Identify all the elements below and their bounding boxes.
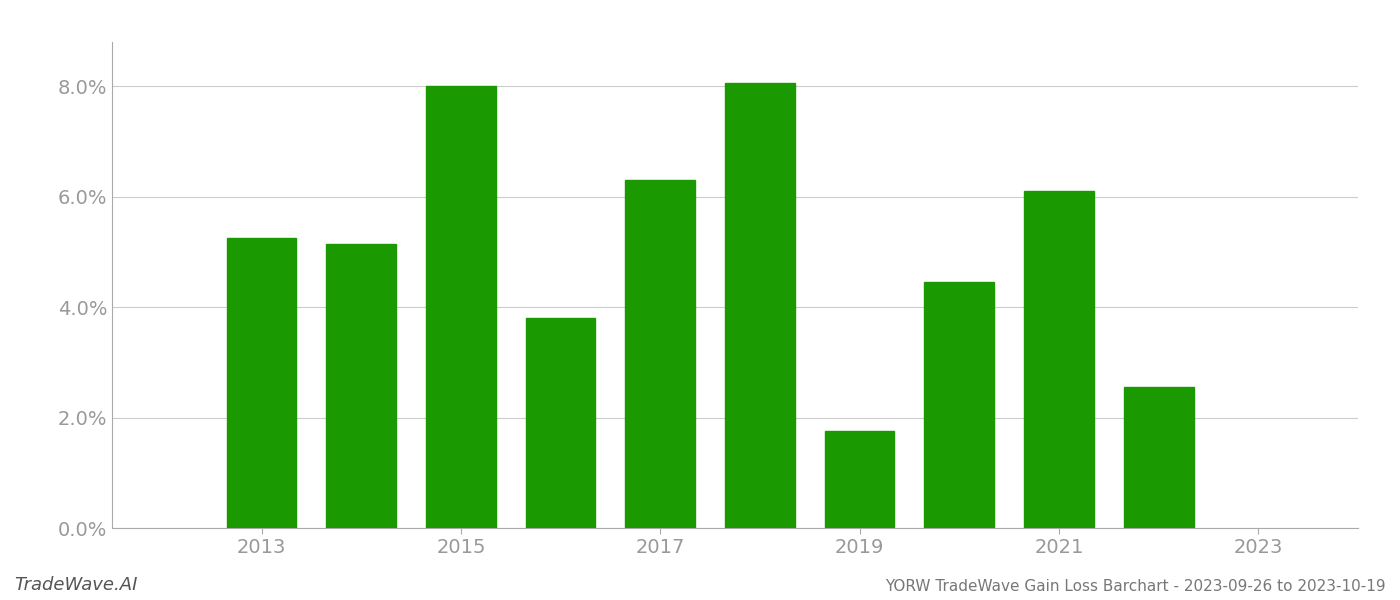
Bar — [626, 180, 696, 528]
Bar — [1023, 191, 1093, 528]
Bar — [825, 431, 895, 528]
Bar — [725, 83, 795, 528]
Bar — [227, 238, 297, 528]
Bar — [426, 86, 496, 528]
Bar — [924, 282, 994, 528]
Text: YORW TradeWave Gain Loss Barchart - 2023-09-26 to 2023-10-19: YORW TradeWave Gain Loss Barchart - 2023… — [885, 579, 1386, 594]
Text: TradeWave.AI: TradeWave.AI — [14, 576, 137, 594]
Bar — [525, 318, 595, 528]
Bar — [1124, 387, 1194, 528]
Bar — [326, 244, 396, 528]
